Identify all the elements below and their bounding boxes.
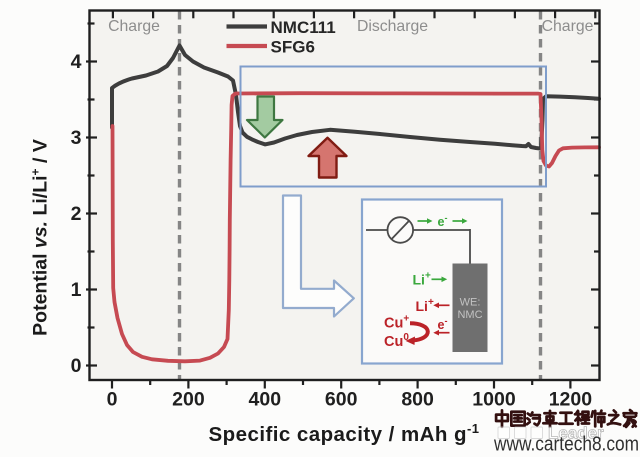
svg-text:e-: e- <box>438 213 448 229</box>
svg-text:e-: e- <box>438 316 448 332</box>
svg-text:Charge: Charge <box>108 18 160 35</box>
svg-text:1: 1 <box>71 279 82 301</box>
svg-text:4: 4 <box>71 51 82 73</box>
svg-text:NMC111: NMC111 <box>271 18 336 37</box>
svg-text:Charge: Charge <box>542 18 594 35</box>
svg-text:WE:: WE: <box>460 297 481 309</box>
svg-text:1200: 1200 <box>549 389 593 411</box>
svg-text:www.cartech8.com: www.cartech8.com <box>493 434 639 456</box>
svg-text:3: 3 <box>71 127 82 149</box>
svg-text:0: 0 <box>107 389 118 411</box>
svg-text:Cu0: Cu0 <box>384 332 409 350</box>
svg-text:SFG6: SFG6 <box>271 38 315 57</box>
svg-text:Cu+: Cu+ <box>384 314 409 332</box>
svg-text:800: 800 <box>401 389 434 411</box>
svg-text:Leader: Leader <box>548 424 604 443</box>
svg-text:0: 0 <box>71 355 82 377</box>
svg-text:NMC: NMC <box>457 309 482 321</box>
svg-text:200: 200 <box>172 389 205 411</box>
svg-text:Specific capacity / mAh g-1: Specific capacity / mAh g-1 <box>209 421 480 446</box>
svg-text:Potential vs. Li/Li+ / V: Potential vs. Li/Li+ / V <box>29 139 52 336</box>
svg-text:1000: 1000 <box>472 389 516 411</box>
svg-text:600: 600 <box>325 389 358 411</box>
svg-text:2: 2 <box>71 203 82 225</box>
svg-text:400: 400 <box>249 389 282 411</box>
svg-text:Discharge: Discharge <box>357 18 428 35</box>
